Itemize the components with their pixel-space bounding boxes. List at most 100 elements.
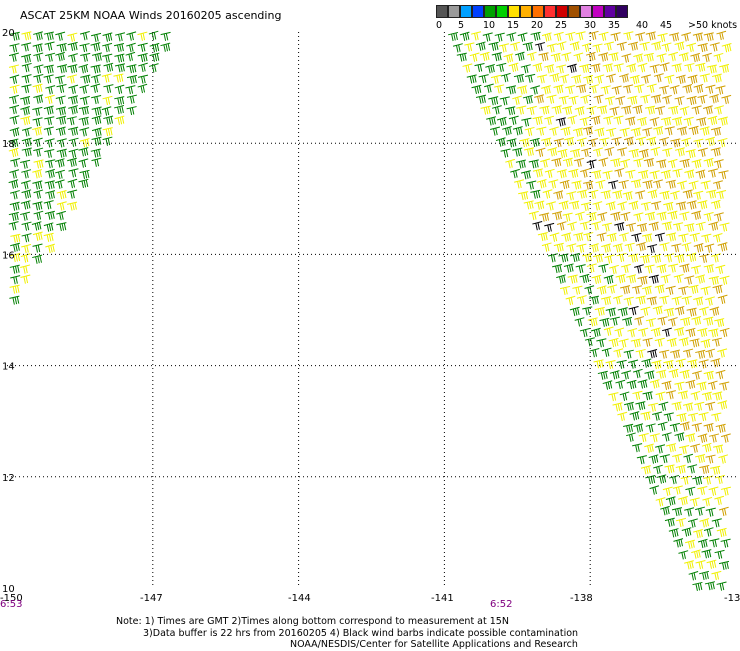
legend-tick-label: 15: [507, 20, 520, 31]
wind-barb: [502, 126, 512, 136]
wind-barb: [711, 518, 722, 528]
wind-barb: [691, 315, 702, 326]
wind-barb: [671, 63, 682, 73]
wind-barb: [690, 390, 701, 401]
wind-barb: [699, 73, 710, 83]
wind-barb: [688, 125, 699, 136]
wind-barb: [709, 538, 720, 548]
wind-barb: [551, 210, 563, 221]
wind-barb: [677, 390, 688, 400]
wind-barb: [675, 74, 686, 84]
wind-barb: [556, 274, 566, 284]
wind-barb: [527, 51, 537, 62]
wind-barb: [33, 210, 44, 221]
wind-barb: [720, 433, 731, 443]
wind-barb: [114, 84, 125, 95]
wind-barb: [103, 115, 114, 125]
wind-barb: [21, 243, 32, 254]
wind-barb: [650, 94, 662, 104]
wind-barb: [671, 401, 682, 411]
wind-barb: [603, 326, 614, 336]
wind-barb: [548, 179, 559, 189]
wind-barb: [537, 232, 548, 242]
wind-barb: [534, 200, 545, 210]
wind-barb: [550, 52, 561, 62]
wind-barb: [523, 200, 534, 210]
wind-barb: [705, 454, 716, 464]
legend-swatch: [604, 5, 616, 18]
wind-barb: [583, 180, 594, 190]
wind-barb: [499, 96, 510, 106]
wind-barb: [516, 105, 527, 115]
wind-barb: [679, 421, 690, 431]
wind-barb: [579, 116, 590, 126]
wind-barb: [656, 264, 667, 274]
wind-barb: [474, 62, 485, 72]
wind-barb: [687, 412, 699, 422]
wind-barb: [44, 116, 55, 126]
wind-barb: [20, 106, 30, 116]
wind-barb: [676, 126, 688, 136]
wind-barb: [667, 158, 678, 169]
wind-barb: [685, 327, 696, 338]
wind-barb: [603, 115, 614, 125]
wind-barb: [549, 126, 559, 136]
wind-barb: [79, 84, 90, 94]
wind-barb: [78, 116, 89, 126]
wind-barb: [534, 42, 546, 52]
wind-barb: [665, 496, 676, 506]
wind-barb: [592, 201, 603, 211]
wind-barb: [79, 43, 90, 53]
wind-barb: [125, 85, 136, 95]
wind-barb: [670, 190, 680, 200]
wind-barb: [522, 41, 533, 51]
wind-barb: [655, 444, 666, 454]
wind-barb: [606, 127, 617, 137]
wind-barb: [672, 453, 683, 463]
wind-barb: [687, 359, 698, 369]
wind-barb: [665, 285, 676, 295]
wind-barb: [558, 200, 569, 210]
wind-barb: [623, 423, 634, 433]
wind-barb: [640, 94, 651, 104]
wind-barb: [594, 306, 605, 316]
wind-barb: [581, 147, 592, 157]
wind-barb: [32, 83, 43, 93]
wind-barb: [67, 157, 77, 167]
wind-barb: [684, 560, 694, 570]
wind-barb: [528, 210, 539, 221]
legend-swatch: [616, 5, 628, 18]
legend-swatch: [436, 5, 448, 18]
wind-barb: [711, 337, 723, 347]
wind-barb: [644, 370, 655, 380]
wind-barb: [720, 538, 731, 548]
wind-barb: [690, 443, 701, 453]
wind-barb: [613, 295, 623, 305]
wind-barb: [44, 94, 55, 105]
wind-barb: [699, 306, 709, 316]
legend-swatch: [496, 5, 508, 18]
wind-barb: [532, 62, 543, 73]
wind-barb: [658, 401, 669, 411]
wind-barb: [706, 559, 717, 569]
wind-barb: [703, 157, 714, 168]
wind-barb: [671, 243, 682, 253]
wind-barb: [20, 253, 31, 263]
wind-barb: [579, 327, 590, 338]
wind-barb: [682, 402, 693, 412]
wind-barb: [689, 497, 700, 507]
wind-barb: [601, 222, 613, 232]
legend-swatch: [520, 5, 532, 18]
legend-tick-label: 30: [584, 20, 597, 31]
wind-barb: [718, 170, 729, 180]
wind-barb: [589, 348, 600, 358]
wind-barb: [656, 159, 667, 169]
wind-barb: [716, 581, 727, 591]
longitude-label: -13: [724, 593, 740, 604]
wind-barb: [55, 179, 65, 189]
wind-barb: [708, 433, 720, 443]
wind-barb: [644, 211, 656, 221]
wind-barb: [90, 148, 101, 158]
wind-barb: [91, 136, 102, 146]
wind-barb: [606, 232, 617, 243]
